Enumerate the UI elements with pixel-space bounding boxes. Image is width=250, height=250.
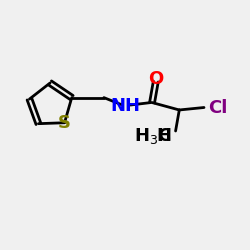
Text: H: H (157, 127, 172, 145)
Text: S: S (58, 114, 71, 132)
Text: O: O (148, 70, 164, 87)
Text: H$_3$C: H$_3$C (134, 126, 172, 146)
Text: NH: NH (110, 97, 140, 115)
Text: Cl: Cl (208, 98, 227, 116)
